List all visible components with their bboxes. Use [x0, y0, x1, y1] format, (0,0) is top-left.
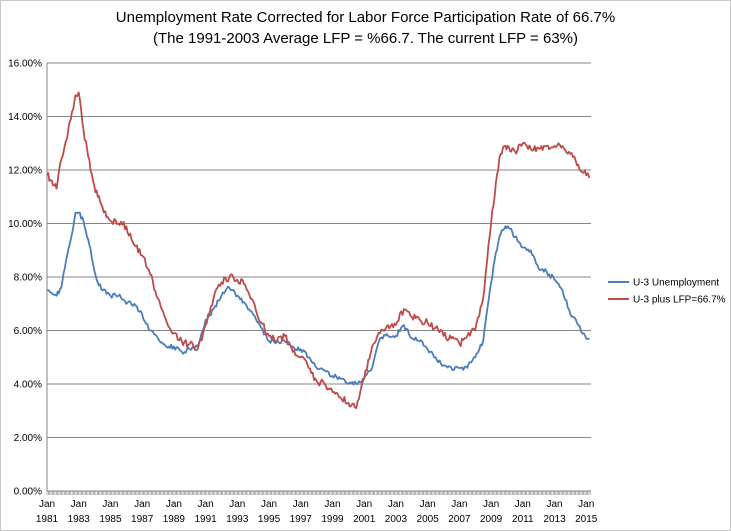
x-tick-year-label: 1987 [131, 514, 154, 525]
x-tick-year-label: 2009 [480, 514, 503, 525]
x-tick-year-label: 1995 [258, 514, 281, 525]
x-tick-month-label: Jan [420, 499, 436, 510]
y-tick-label: 16.00% [8, 59, 42, 70]
x-tick-month-label: Jan [198, 499, 214, 510]
x-tick-month-label: Jan [356, 499, 372, 510]
x-tick-month-label: Jan [166, 499, 182, 510]
series-lines [46, 91, 591, 409]
y-tick-label: 0.00% [14, 487, 42, 498]
x-tick-year-label: 2003 [385, 514, 408, 525]
legend-label: U-3 Unemployment [633, 278, 719, 289]
x-tick-month-label: Jan [71, 499, 87, 510]
x-tick-year-label: 1999 [321, 514, 344, 525]
x-tick-year-label: 2007 [448, 514, 471, 525]
chart-title: Unemployment Rate Corrected for Labor Fo… [1, 7, 730, 49]
y-tick-label: 12.00% [8, 166, 42, 177]
x-tick-month-label: Jan [324, 499, 340, 510]
x-tick-month-label: Jan [134, 499, 150, 510]
x-tick-month-label: Jan [578, 499, 594, 510]
y-tick-labels: 0.00% 2.00% 4.00% 6.00% 8.00% 10.00% 12.00% 14.… [8, 59, 42, 498]
x-tick-month-label: Jan [102, 499, 118, 510]
x-tick-year-label: 1989 [163, 514, 186, 525]
y-tick-label: 2.00% [14, 433, 42, 444]
legend: U-3 Unemployment U-3 plus LFP=66.7% [608, 278, 726, 306]
x-tick-year-label: 1983 [68, 514, 91, 525]
x-tick-year-label: 2001 [353, 514, 376, 525]
x-tick-year-label: 1981 [36, 514, 59, 525]
x-tick-year-label: 1985 [99, 514, 122, 525]
x-tick-month-label: Jan [546, 499, 562, 510]
y-tick-label: 14.00% [8, 112, 42, 123]
x-tick-year-label: 1997 [290, 514, 313, 525]
x-tick-labels: Jan 1981 Jan 1983 Jan 1985 Jan 1987 Jan 1989 Jan 19… [36, 499, 598, 525]
legend-label: U-3 plus LFP=66.7% [633, 295, 726, 306]
x-tick-year-label: 2005 [417, 514, 440, 525]
x-tick-year-label: 2011 [512, 514, 534, 525]
series-line-u3-unemployment [46, 211, 590, 386]
x-tick-year-label: 1991 [194, 514, 217, 525]
x-tick-month-label: Jan [229, 499, 245, 510]
x-tick-month-label: Jan [483, 499, 499, 510]
x-tick-month-label: Jan [293, 499, 309, 510]
x-tick-month-label: Jan [39, 499, 55, 510]
x-tick-month-label: Jan [515, 499, 531, 510]
x-tick-year-label: 1993 [226, 514, 249, 525]
gridlines [47, 62, 591, 438]
series-line-u3-plus-lfp [46, 91, 591, 409]
chart-title-line-1: Unemployment Rate Corrected for Labor Fo… [115, 9, 616, 26]
x-tick-month-label: Jan [388, 499, 404, 510]
y-tick-label: 10.00% [8, 219, 42, 230]
y-tick-label: 6.00% [14, 326, 42, 337]
chart-subtitle: (The 1991-2003 Average LFP = %66.7. The … [153, 30, 578, 47]
y-tick-label: 8.00% [14, 273, 42, 284]
x-tick-year-label: 2015 [575, 514, 598, 525]
x-tick-year-label: 2013 [543, 514, 566, 525]
x-tick-month-label: Jan [261, 499, 277, 510]
y-tick-label: 4.00% [14, 380, 42, 391]
x-tick-month-label: Jan [451, 499, 467, 510]
axes [46, 63, 591, 495]
